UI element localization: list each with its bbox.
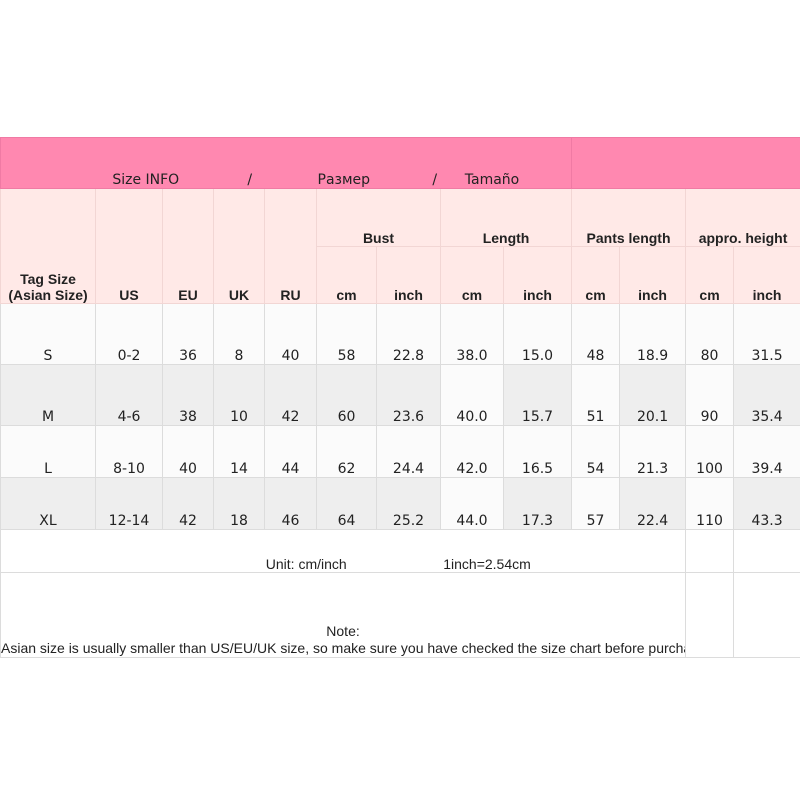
header-row-units: cm inch cm inch cm inch cm inch bbox=[1, 246, 800, 304]
cell-bust-inch: 23.6 bbox=[376, 364, 441, 426]
cell-uk: 18 bbox=[213, 477, 265, 530]
header-ru: RU bbox=[264, 188, 317, 304]
unit-inch: inch bbox=[502, 246, 573, 304]
cell-height-cm: 100 bbox=[685, 425, 735, 478]
empty-cell bbox=[733, 529, 800, 573]
cell-us: 0-2 bbox=[95, 303, 163, 365]
cell-us: 12-14 bbox=[95, 477, 163, 530]
cell-height-cm: 110 bbox=[685, 477, 735, 530]
empty-cell bbox=[685, 572, 735, 658]
unit-text: Unit: cm/inch bbox=[265, 556, 347, 572]
note-text: Asian size is usually smaller than US/EU… bbox=[1, 640, 685, 656]
header-bust: Bust bbox=[316, 188, 441, 247]
cell-height-inch: 31.5 bbox=[733, 303, 800, 365]
header-height: appro. height bbox=[685, 188, 800, 247]
header-tag-size: Tag Size (Asian Size) bbox=[0, 188, 96, 304]
table-row: L 8-10 40 14 44 62 24.4 42.0 16.5 54 21.3 100 39.4 bbox=[0, 425, 800, 478]
header-pants-length: Pants length bbox=[571, 188, 687, 247]
cell-length-cm: 38.0 bbox=[440, 303, 504, 365]
cell-pants-cm: 48 bbox=[571, 303, 621, 365]
cell-pants-cm: 54 bbox=[571, 425, 621, 478]
cell-tag-size: L bbox=[0, 425, 96, 478]
unit-cm: cm bbox=[571, 246, 621, 304]
cell-us: 8-10 bbox=[95, 425, 163, 478]
cell-length-cm: 40.0 bbox=[440, 364, 504, 426]
cell-bust-cm: 64 bbox=[316, 477, 377, 530]
cell-length-inch: 15.0 bbox=[502, 303, 573, 365]
title-ru: Размер bbox=[317, 172, 371, 188]
cell-height-inch: 43.3 bbox=[733, 477, 800, 530]
cell-uk: 8 bbox=[213, 303, 265, 365]
cell-ru: 46 bbox=[264, 477, 317, 530]
banner-row: Size INFO / Размер / Tamaño bbox=[0, 137, 800, 189]
cell-ru: 40 bbox=[264, 303, 317, 365]
unit-cm: cm bbox=[685, 246, 735, 304]
cell-length-inch: 15.7 bbox=[502, 364, 573, 426]
banner-empty bbox=[571, 137, 800, 189]
separator: / bbox=[247, 172, 253, 188]
conversion-text: 1inch=2.54cm bbox=[443, 556, 531, 572]
size-chart-table: Size INFO / Размер / Tamaño Tag Size (Asian S… bbox=[0, 137, 800, 658]
cell-eu: 38 bbox=[162, 364, 214, 426]
cell-length-inch: 16.5 bbox=[502, 425, 573, 478]
title-en: Size INFO bbox=[112, 172, 180, 188]
cell-pants-inch: 20.1 bbox=[619, 364, 687, 426]
cell-uk: 14 bbox=[213, 425, 265, 478]
unit-inch: inch bbox=[376, 246, 441, 304]
cell-us: 4-6 bbox=[95, 364, 163, 426]
cell-height-cm: 90 bbox=[685, 364, 735, 426]
empty-cell bbox=[733, 572, 800, 658]
cell-uk: 10 bbox=[213, 364, 265, 426]
header-us: US bbox=[95, 188, 163, 304]
cell-pants-inch: 22.4 bbox=[619, 477, 687, 530]
cell-length-inch: 17.3 bbox=[502, 477, 573, 530]
tag-size-label: Tag Size bbox=[20, 271, 76, 287]
header-row-groups: Tag Size (Asian Size) US EU UK RU Bust Le… bbox=[0, 188, 800, 304]
table-row: XL 12-14 42 18 46 64 25.2 44.0 17.3 57 22.4 110 43.3 bbox=[0, 477, 800, 530]
cell-bust-cm: 60 bbox=[316, 364, 377, 426]
cell-length-cm: 44.0 bbox=[440, 477, 504, 530]
cell-bust-inch: 24.4 bbox=[376, 425, 441, 478]
cell-pants-cm: 51 bbox=[571, 364, 621, 426]
cell-eu: 42 bbox=[162, 477, 214, 530]
cell-pants-inch: 18.9 bbox=[619, 303, 687, 365]
cell-pants-cm: 57 bbox=[571, 477, 621, 530]
cell-bust-inch: 25.2 bbox=[376, 477, 441, 530]
cell-bust-cm: 58 bbox=[316, 303, 377, 365]
cell-tag-size: S bbox=[0, 303, 96, 365]
banner-title: Size INFO / Размер / Tamaño bbox=[0, 137, 573, 189]
cell-bust-inch: 22.8 bbox=[376, 303, 441, 365]
note-cell: Note: Asian size is usually smaller than … bbox=[0, 572, 687, 658]
header-eu: EU bbox=[162, 188, 214, 304]
table-row: S 0-2 36 8 40 58 22.8 38.0 15.0 48 18.9 80 31.5 bbox=[0, 303, 800, 365]
unit-cell: Unit: cm/inch 1inch=2.54cm bbox=[0, 529, 687, 573]
cell-eu: 40 bbox=[162, 425, 214, 478]
cell-eu: 36 bbox=[162, 303, 214, 365]
table-row: M 4-6 38 10 42 60 23.6 40.0 15.7 51 20.1 90 35.4 bbox=[0, 364, 800, 426]
cell-bust-cm: 62 bbox=[316, 425, 377, 478]
unit-cm: cm bbox=[316, 246, 377, 304]
unit-inch: inch bbox=[619, 246, 687, 304]
note-label: Note: bbox=[326, 623, 360, 639]
cell-length-cm: 42.0 bbox=[440, 425, 504, 478]
cell-pants-inch: 21.3 bbox=[619, 425, 687, 478]
unit-inch: inch bbox=[733, 246, 800, 304]
header-uk: UK bbox=[213, 188, 265, 304]
title-es: Tamaño bbox=[464, 172, 520, 188]
cell-height-inch: 35.4 bbox=[733, 364, 800, 426]
cell-tag-size: XL bbox=[0, 477, 96, 530]
cell-ru: 42 bbox=[264, 364, 317, 426]
cell-ru: 44 bbox=[264, 425, 317, 478]
note-row: Note: Asian size is usually smaller than … bbox=[0, 572, 800, 658]
header-length: Length bbox=[439, 188, 573, 247]
cell-height-cm: 80 bbox=[685, 303, 735, 365]
empty-cell bbox=[685, 529, 735, 573]
unit-cm: cm bbox=[440, 246, 504, 304]
separator: / bbox=[432, 172, 438, 188]
cell-tag-size: M bbox=[0, 364, 96, 426]
cell-height-inch: 39.4 bbox=[733, 425, 800, 478]
tag-size-sub: (Asian Size) bbox=[8, 287, 88, 303]
unit-row: Unit: cm/inch 1inch=2.54cm bbox=[0, 529, 800, 573]
